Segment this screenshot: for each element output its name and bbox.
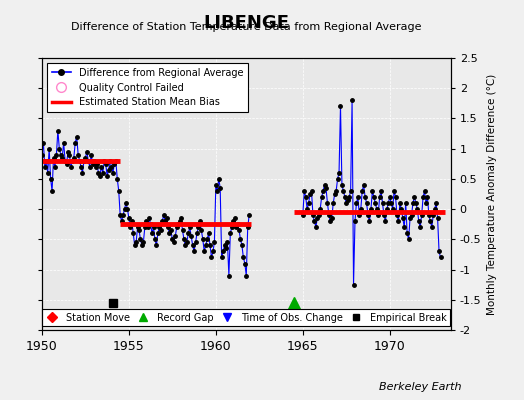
Text: Difference of Station Temperature Data from Regional Average: Difference of Station Temperature Data f… <box>71 22 421 32</box>
Text: LIBENGE: LIBENGE <box>203 14 289 32</box>
Legend: Station Move, Record Gap, Time of Obs. Change, Empirical Break: Station Move, Record Gap, Time of Obs. C… <box>42 309 450 326</box>
Y-axis label: Monthly Temperature Anomaly Difference (°C): Monthly Temperature Anomaly Difference (… <box>487 73 497 315</box>
Text: Berkeley Earth: Berkeley Earth <box>379 382 461 392</box>
